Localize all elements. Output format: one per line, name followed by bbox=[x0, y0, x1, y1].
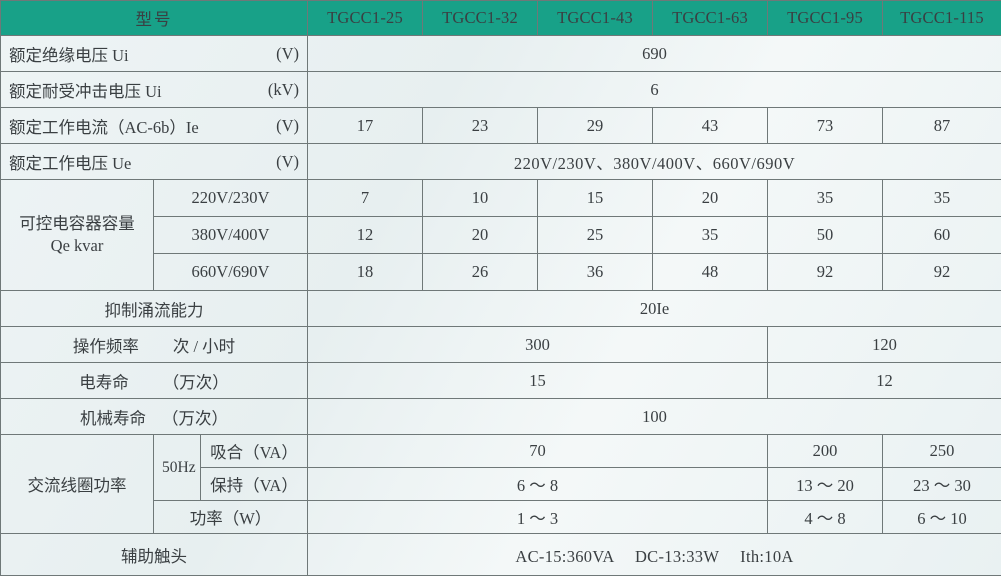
value-capacity-380v-tgcc1-95: 50 bbox=[768, 217, 883, 254]
value-working-current-tgcc1-115: 87 bbox=[883, 108, 1001, 144]
value-capacity-220v-tgcc1-63: 20 bbox=[653, 180, 768, 217]
label-electrical-life: 电寿命 （万次） bbox=[1, 363, 308, 399]
row-electrical-life: 电寿命 （万次） 15 12 bbox=[1, 363, 1001, 399]
value-capacity-220v-tgcc1-43: 15 bbox=[538, 180, 653, 217]
label-capacitor-capacity: 可控电容器容量 Qe kvar bbox=[1, 180, 154, 291]
header-model-tgcc1-43: TGCC1-43 bbox=[538, 1, 653, 36]
value-capacity-380v-tgcc1-63: 35 bbox=[653, 217, 768, 254]
label-coil-frequency-50hz: 50Hz bbox=[154, 435, 201, 501]
sub-label-capacity-660v: 660V/690V bbox=[154, 254, 308, 291]
value-inrush-suppression: 20Ie bbox=[308, 291, 1001, 327]
value-coil-watt-b: 4 ～ 8 bbox=[768, 501, 883, 534]
label-working-voltage-unit: (V) bbox=[266, 152, 299, 172]
label-mechanical-life: 机械寿命 （万次） bbox=[1, 399, 308, 435]
value-working-current-tgcc1-43: 29 bbox=[538, 108, 653, 144]
label-operating-frequency-text: 操作频率 bbox=[73, 337, 139, 356]
label-insulation-voltage-text: 额定绝缘电压 Ui bbox=[9, 42, 129, 66]
label-operating-frequency-unit: 次 / 小时 bbox=[173, 337, 235, 356]
table-header-row: 型号 TGCC1-25 TGCC1-32 TGCC1-43 TGCC1-63 T… bbox=[1, 1, 1001, 36]
value-working-current-tgcc1-25: 17 bbox=[308, 108, 423, 144]
value-coil-pickup-b: 200 bbox=[768, 435, 883, 468]
value-working-current-tgcc1-95: 73 bbox=[768, 108, 883, 144]
value-working-current-tgcc1-63: 43 bbox=[653, 108, 768, 144]
value-capacity-380v-tgcc1-115: 60 bbox=[883, 217, 1001, 254]
value-capacity-220v-tgcc1-95: 35 bbox=[768, 180, 883, 217]
sub-label-capacity-380v: 380V/400V bbox=[154, 217, 308, 254]
row-operating-frequency: 操作频率 次 / 小时 300 120 bbox=[1, 327, 1001, 363]
value-capacity-660v-tgcc1-115: 92 bbox=[883, 254, 1001, 291]
label-operating-frequency: 操作频率 次 / 小时 bbox=[1, 327, 308, 363]
value-coil-watt-c: 6 ～ 10 bbox=[883, 501, 1001, 534]
row-impulse-voltage: 额定耐受冲击电压 Ui (kV) 6 bbox=[1, 72, 1001, 108]
header-model-tgcc1-63: TGCC1-63 bbox=[653, 1, 768, 36]
label-working-current-unit: (V) bbox=[266, 116, 299, 136]
row-inrush-suppression: 抑制涌流能力 20Ie bbox=[1, 291, 1001, 327]
value-capacity-660v-tgcc1-32: 26 bbox=[423, 254, 538, 291]
value-capacity-660v-tgcc1-25: 18 bbox=[308, 254, 423, 291]
label-mechanical-life-unit: （万次） bbox=[162, 409, 228, 428]
value-insulation-voltage: 690 bbox=[308, 36, 1001, 72]
value-coil-hold-c: 23 ～ 30 bbox=[883, 468, 1001, 501]
label-mechanical-life-text: 机械寿命 bbox=[80, 409, 146, 428]
value-coil-pickup-a: 70 bbox=[308, 435, 768, 468]
value-capacity-380v-tgcc1-32: 20 bbox=[423, 217, 538, 254]
value-capacity-660v-tgcc1-95: 92 bbox=[768, 254, 883, 291]
value-mechanical-life: 100 bbox=[308, 399, 1001, 435]
label-working-voltage: 额定工作电压 Ue (V) bbox=[1, 144, 308, 180]
value-working-current-tgcc1-32: 23 bbox=[423, 108, 538, 144]
row-auxiliary-contact: 辅助触头 AC-15:360VA DC-13:33W Ith:10A bbox=[1, 534, 1001, 576]
value-capacity-220v-tgcc1-25: 7 bbox=[308, 180, 423, 217]
label-auxiliary-contact: 辅助触头 bbox=[1, 534, 308, 576]
row-working-current: 额定工作电流（AC-6b）Ie (V) 17 23 29 43 73 87 bbox=[1, 108, 1001, 144]
label-insulation-voltage: 额定绝缘电压 Ui (V) bbox=[1, 36, 308, 72]
header-model-tgcc1-115: TGCC1-115 bbox=[883, 1, 1001, 36]
row-coil-power-pickup: 交流线圈功率 50Hz 吸合（VA） 70 200 250 bbox=[1, 435, 1001, 468]
label-working-current: 额定工作电流（AC-6b）Ie (V) bbox=[1, 108, 308, 144]
header-model-tgcc1-25: TGCC1-25 bbox=[308, 1, 423, 36]
value-electrical-life-right: 12 bbox=[768, 363, 1001, 399]
value-working-voltage: 220V/230V、380V/400V、660V/690V bbox=[308, 144, 1001, 180]
header-model-tgcc1-32: TGCC1-32 bbox=[423, 1, 538, 36]
sub-label-capacity-220v: 220V/230V bbox=[154, 180, 308, 217]
label-electrical-life-text: 电寿命 bbox=[79, 373, 129, 392]
label-coil-pickup: 吸合（VA） bbox=[201, 435, 308, 468]
label-impulse-voltage-text: 额定耐受冲击电压 Ui bbox=[9, 78, 162, 102]
value-coil-watt-a: 1 ～ 3 bbox=[308, 501, 768, 534]
value-coil-hold-a: 6 ～ 8 bbox=[308, 468, 768, 501]
row-working-voltage: 额定工作电压 Ue (V) 220V/230V、380V/400V、660V/6… bbox=[1, 144, 1001, 180]
value-capacity-380v-tgcc1-43: 25 bbox=[538, 217, 653, 254]
value-capacity-220v-tgcc1-32: 10 bbox=[423, 180, 538, 217]
label-inrush-suppression: 抑制涌流能力 bbox=[1, 291, 308, 327]
row-mechanical-life: 机械寿命 （万次） 100 bbox=[1, 399, 1001, 435]
value-operating-frequency-right: 120 bbox=[768, 327, 1001, 363]
label-impulse-voltage-unit: (kV) bbox=[258, 80, 299, 100]
value-coil-hold-b: 13 ～ 20 bbox=[768, 468, 883, 501]
value-electrical-life-left: 15 bbox=[308, 363, 768, 399]
value-auxiliary-contact: AC-15:360VA DC-13:33W Ith:10A bbox=[308, 534, 1001, 576]
label-capacitor-capacity-line2: Qe kvar bbox=[9, 235, 145, 257]
value-capacity-380v-tgcc1-25: 12 bbox=[308, 217, 423, 254]
value-coil-pickup-c: 250 bbox=[883, 435, 1001, 468]
row-insulation-voltage: 额定绝缘电压 Ui (V) 690 bbox=[1, 36, 1001, 72]
value-capacity-220v-tgcc1-115: 35 bbox=[883, 180, 1001, 217]
label-coil-hold: 保持（VA） bbox=[201, 468, 308, 501]
header-model-tgcc1-95: TGCC1-95 bbox=[768, 1, 883, 36]
label-coil-power: 交流线圈功率 bbox=[1, 435, 154, 534]
value-capacity-660v-tgcc1-43: 36 bbox=[538, 254, 653, 291]
header-model-label: 型号 bbox=[1, 1, 308, 36]
label-coil-watt: 功率（W） bbox=[154, 501, 308, 534]
value-capacity-660v-tgcc1-63: 48 bbox=[653, 254, 768, 291]
label-working-current-text: 额定工作电流（AC-6b）Ie bbox=[9, 114, 199, 138]
value-operating-frequency-left: 300 bbox=[308, 327, 768, 363]
value-impulse-voltage: 6 bbox=[308, 72, 1001, 108]
label-insulation-voltage-unit: (V) bbox=[266, 44, 299, 64]
label-impulse-voltage: 额定耐受冲击电压 Ui (kV) bbox=[1, 72, 308, 108]
label-working-voltage-text: 额定工作电压 Ue bbox=[9, 150, 131, 174]
row-capacity-220v: 可控电容器容量 Qe kvar 220V/230V 7 10 15 20 35 … bbox=[1, 180, 1001, 217]
label-capacitor-capacity-line1: 可控电容器容量 bbox=[9, 213, 145, 235]
label-electrical-life-unit: （万次） bbox=[163, 373, 229, 392]
